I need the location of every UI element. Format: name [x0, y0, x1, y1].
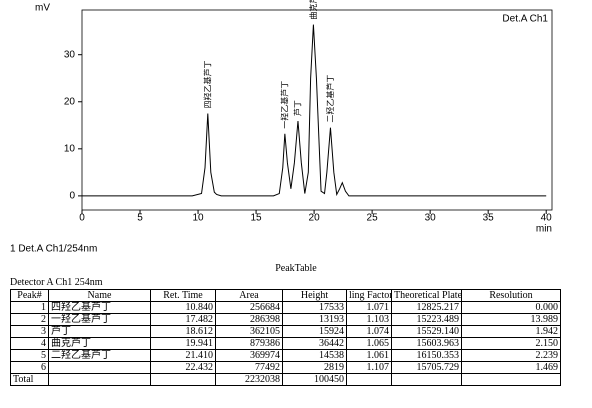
table-cell: 二羟乙基芦丁 [48, 349, 151, 362]
table-cell: 15705.729 [391, 361, 462, 374]
table-cell: 一羟乙基芦丁 [48, 313, 151, 326]
x-tick-label: 20 [309, 213, 321, 224]
plot-frame [81, 9, 553, 211]
table-cell: 曲克芦丁 [48, 337, 151, 350]
table-cell: 2819 [282, 361, 347, 374]
table-cell: 879386 [215, 337, 283, 350]
table-cell: 1.942 [461, 325, 561, 338]
table-cell: 1.103 [346, 313, 392, 326]
table-cell [391, 373, 462, 386]
x-tick-label: 25 [367, 213, 379, 224]
trace [82, 24, 547, 197]
table-cell: 22.432 [150, 361, 216, 374]
table-cell: 1.469 [461, 361, 561, 374]
table-cell [346, 373, 392, 386]
table-cell: 0.000 [461, 301, 561, 314]
table-cell: 2.150 [461, 337, 561, 350]
table-cell: 2.239 [461, 349, 561, 362]
table-cell: 1.074 [346, 325, 392, 338]
table-cell: 286398 [215, 313, 283, 326]
table-cell: Area [215, 289, 283, 302]
table-cell: Name [48, 289, 151, 302]
table-cell: 芦丁 [48, 325, 151, 338]
table-cell: 10.840 [150, 301, 216, 314]
y-tick-label: 30 [64, 49, 76, 60]
chromatogram: mV min Det.A Ch1 1 Det.A Ch1/254nm 0 5 10 1… [10, 0, 553, 255]
peak-label: 二羟乙基芦丁 [325, 75, 335, 123]
table-cell: Ret. Time [150, 289, 216, 302]
table-cell: 15924 [282, 325, 347, 338]
table-cell: 369974 [215, 349, 283, 362]
table-cell: 13193 [282, 313, 347, 326]
table-cell: 1.061 [346, 349, 392, 362]
peak-label: 四羟乙基芦丁 [202, 61, 212, 109]
peak-label: 一羟乙基芦丁 [279, 81, 289, 129]
table-cell: 100450 [282, 373, 347, 386]
x-tick-label: 10 [192, 213, 204, 224]
table-cell: 2232038 [215, 373, 283, 386]
table-cell: 1 [10, 301, 49, 314]
table-cell: 4 [10, 337, 49, 350]
table-cell: 36442 [282, 337, 347, 350]
table-cell: 21.410 [150, 349, 216, 362]
table-cell: 15223.489 [391, 313, 462, 326]
y-tick-label: 10 [64, 143, 76, 154]
table-cell: 17533 [282, 301, 347, 314]
x-tick-label: 35 [483, 213, 495, 224]
table-cell: 18.612 [150, 325, 216, 338]
table-cell: 15603.963 [391, 337, 462, 350]
table-cell: 19.941 [150, 337, 216, 350]
table-cell: 16150.353 [391, 349, 462, 362]
table-title: PeakTable [275, 263, 317, 274]
x-tick-label: 40 [541, 213, 553, 224]
table-cell: 13.989 [461, 313, 561, 326]
x-tick-label: 0 [79, 213, 85, 224]
table-cell: 1.065 [346, 337, 392, 350]
table-cell: 2 [10, 313, 49, 326]
y-tick-label: 20 [64, 96, 76, 107]
table-cell: Theoretical Plate# [391, 289, 462, 302]
table-cell: 1.107 [346, 361, 392, 374]
table-cell [461, 373, 561, 386]
peak-label: 曲克芦丁 [308, 0, 318, 20]
peak-label: 芦丁 [292, 100, 302, 116]
table-cell: 77492 [215, 361, 283, 374]
peak-table: Peak# Name Ret. Time Area Height ling Factor … [10, 289, 561, 386]
y-axis-label: mV [35, 3, 50, 14]
table-cell: 14538 [282, 349, 347, 362]
table-cell: 5 [10, 349, 49, 362]
y-tick-label: 0 [69, 191, 75, 202]
table-cell: 3 [10, 325, 49, 338]
table-cell: ling Factor (10 [346, 289, 392, 302]
table-cell: 6 [10, 361, 49, 374]
table-cell: Resolution [461, 289, 561, 302]
table-cell: Total [10, 373, 49, 386]
table-cell: 1.071 [346, 301, 392, 314]
table-cell: 四羟乙基芦丁 [48, 301, 151, 314]
table-cell: 256684 [215, 301, 283, 314]
table-cell [48, 373, 151, 386]
table-cell: Height [282, 289, 347, 302]
table-cell: 362105 [215, 325, 283, 338]
table-cell: 15529.140 [391, 325, 462, 338]
x-axis-label: min [536, 224, 552, 235]
table-cell: 12825.217 [391, 301, 462, 314]
x-tick-label: 15 [251, 213, 263, 224]
section-title: 1 Det.A Ch1/254nm [10, 244, 97, 255]
table-cell: 17.482 [150, 313, 216, 326]
channel-label: Det.A Ch1 [502, 14, 548, 25]
table-cell [150, 373, 216, 386]
x-tick-label: 30 [425, 213, 437, 224]
detector-label: Detector A Ch1 254nm [10, 277, 103, 288]
table-cell: Peak# [10, 289, 49, 302]
x-tick-label: 5 [137, 213, 143, 224]
table-cell [48, 361, 151, 374]
